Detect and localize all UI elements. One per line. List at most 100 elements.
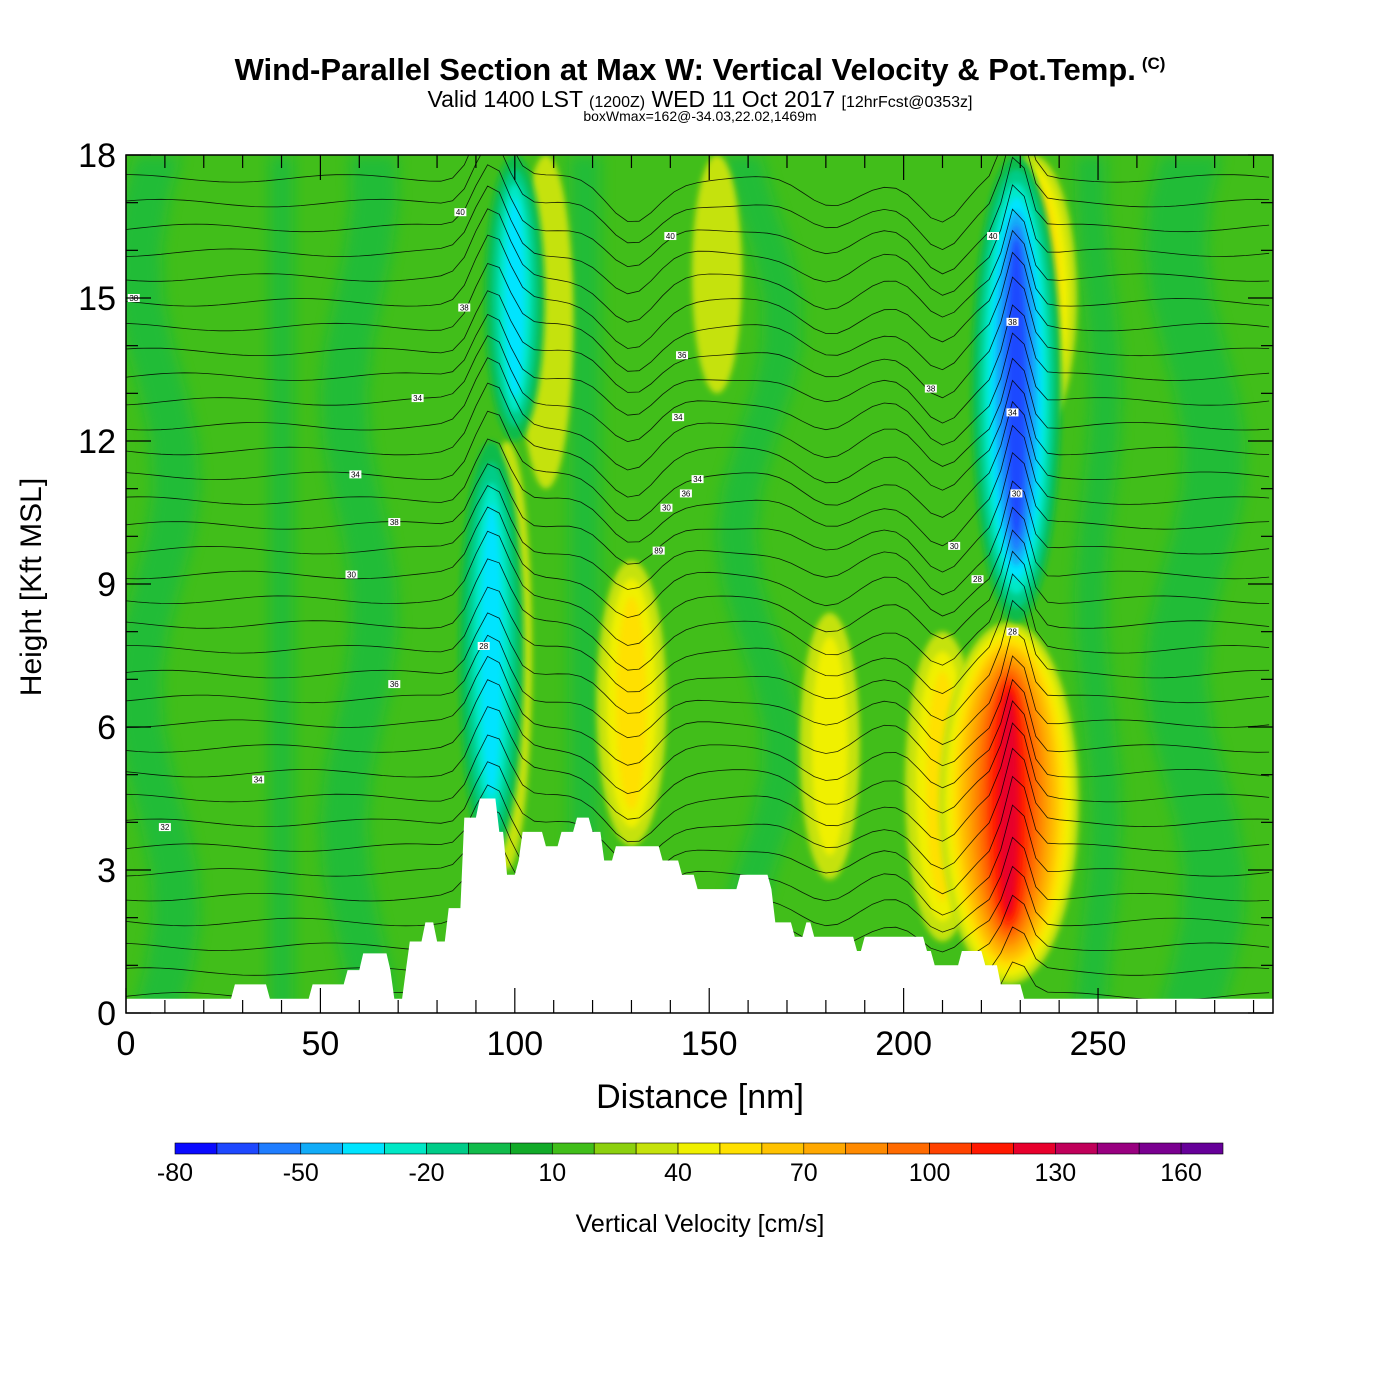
- copyright-mark: (C): [1141, 53, 1166, 73]
- colorbar-swatch: [803, 1142, 847, 1155]
- theta-label-text: 38: [1008, 318, 1017, 327]
- colorbar-swatch: [1013, 1142, 1056, 1155]
- valid-date: WED 11 Oct 2017: [651, 86, 836, 112]
- x-tick-label: 50: [301, 1025, 339, 1063]
- colorbar-tick-label: 40: [664, 1159, 692, 1187]
- theta-label: 38: [1006, 317, 1019, 327]
- y-axis-label: Height [Kft MSL]: [15, 477, 48, 697]
- theta-label-text: 38: [460, 304, 469, 313]
- colorbar-tick-labels: -80 -50 -20 10 40 70 100 130 160: [157, 1159, 1202, 1187]
- theta-contour: [126, 599, 1270, 722]
- terrain: [126, 798, 1273, 1013]
- theta-label: 34: [1006, 408, 1019, 417]
- theta-label: 40: [987, 232, 1000, 241]
- theta-label-text: 40: [989, 232, 998, 241]
- theta-label-text: 36: [681, 489, 690, 498]
- theta-contour: [126, 276, 1270, 399]
- theta-contour: [126, 804, 1270, 916]
- theta-label-box: [679, 489, 692, 498]
- x-tick-label: 100: [486, 1025, 543, 1063]
- forecast-info: [12hrFcst@0353z]: [841, 94, 973, 111]
- utc-time: (1200Z): [589, 94, 646, 111]
- colorbar-tick-label: 70: [790, 1159, 818, 1187]
- chart-title-text: Wind-Parallel Section at Max W: Vertical…: [234, 52, 1136, 87]
- theta-label: 38: [458, 303, 471, 313]
- colorbar-title: Vertical Velocity [cm/s]: [575, 1210, 825, 1238]
- updraft-plume: [811, 636, 848, 856]
- theta-label-text: 28: [973, 575, 982, 584]
- theta-label: 38: [388, 518, 401, 527]
- field-band: [320, 155, 398, 1013]
- theta-contour: [126, 208, 1270, 323]
- colorbar-swatch: [468, 1142, 511, 1155]
- colorbar-swatch: [258, 1142, 302, 1155]
- theta-label: 34: [672, 413, 685, 422]
- field-band: [717, 155, 802, 1013]
- colorbar-swatch: [216, 1142, 260, 1155]
- theta-contour: [126, 229, 1270, 349]
- theta-label-box: [691, 475, 704, 484]
- theta-contour: [126, 678, 1270, 795]
- theta-label-box: [477, 641, 490, 650]
- theta-label: 38: [924, 384, 937, 394]
- theta-contour: [126, 506, 1270, 619]
- vertical-velocity-field: [126, 155, 1273, 1013]
- updraft-plume: [616, 596, 647, 810]
- theta-label-text: 89: [654, 547, 663, 556]
- x-tick-label: 150: [681, 1025, 738, 1063]
- theta-label: 34: [411, 394, 424, 403]
- potential-temperature-contours: [126, 155, 1270, 1013]
- theta-label-box: [676, 351, 689, 360]
- colorbar-swatch: [929, 1142, 972, 1155]
- colorbar-swatch: [719, 1142, 763, 1155]
- colorbar-swatch: [887, 1142, 930, 1155]
- downdraft-plume: [480, 503, 503, 798]
- theta-label-text: 28: [479, 642, 488, 651]
- y-axis-tick-labels: 0 3 6 9 12 15 18: [78, 137, 116, 1033]
- theta-contour: [126, 655, 1270, 767]
- colorbar-tick-label: 130: [1034, 1159, 1076, 1187]
- theta-label-box: [924, 384, 937, 393]
- colorbar-swatch: [1138, 1142, 1182, 1155]
- theta-label: 34: [691, 475, 704, 484]
- theta-label-text: 28: [1008, 628, 1017, 637]
- x-tick-label: 0: [117, 1025, 136, 1063]
- chart-subtitle: Valid 1400 LST (1200Z) WED 11 Oct 2017 […: [0, 86, 1400, 113]
- theta-label: 30: [660, 503, 673, 513]
- theta-label-box: [1006, 408, 1019, 417]
- theta-label-box: [345, 570, 358, 579]
- theta-label: 36: [679, 489, 692, 498]
- theta-contour: [126, 480, 1270, 596]
- theta-label-box: [948, 541, 961, 550]
- theta-contour: [126, 332, 1270, 446]
- colorbar-swatch: [174, 1142, 218, 1155]
- colorbar-tick-label: 100: [909, 1159, 951, 1187]
- theta-label-box: [660, 503, 673, 512]
- colorbar-swatch: [1096, 1142, 1140, 1155]
- theta-label: 30: [345, 570, 358, 579]
- theta-label: 28: [971, 575, 984, 584]
- x-axis-label: Distance [nm]: [596, 1078, 804, 1116]
- theta-contour: [126, 155, 1270, 223]
- field-band: [1144, 155, 1246, 1013]
- theta-label-text: 36: [678, 351, 687, 360]
- contour-labels: 3832343430383634403828893034364036343830…: [127, 208, 1023, 832]
- theta-label-text: 40: [456, 208, 465, 217]
- theta-label-text: 34: [693, 475, 702, 484]
- colorbar-swatch: [1180, 1142, 1224, 1155]
- theta-label: 34: [252, 775, 265, 784]
- colorbar-swatch: [1055, 1142, 1098, 1155]
- colorbar-tick-label: 10: [538, 1159, 566, 1187]
- downdraft-plume: [504, 197, 525, 399]
- theta-contour: [126, 184, 1270, 296]
- theta-contour: [126, 424, 1270, 547]
- theta-label-box: [652, 546, 665, 555]
- theta-label-text: 38: [390, 518, 399, 527]
- x-axis-tick-labels: 0 50 100 150 200 250: [117, 1025, 1127, 1063]
- theta-label-box: [1006, 317, 1019, 326]
- theta-label-text: 32: [160, 823, 169, 832]
- theta-label-box: [1006, 627, 1019, 636]
- theta-label: 30: [948, 541, 961, 551]
- theta-label-box: [971, 575, 984, 584]
